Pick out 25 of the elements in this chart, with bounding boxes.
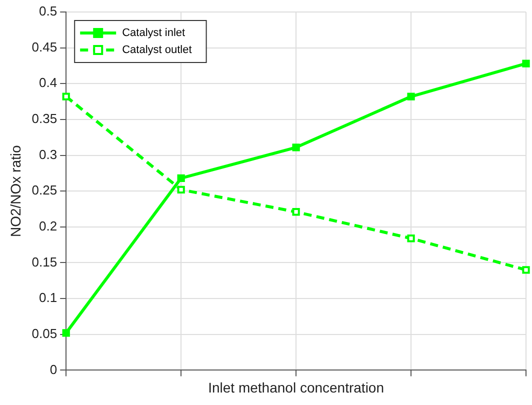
y-axis-title: NO2/NOx ratio bbox=[7, 144, 24, 238]
point bbox=[177, 186, 185, 194]
legend-label: Catalyst inlet bbox=[122, 27, 186, 40]
legend-label: Catalyst outlet bbox=[122, 44, 192, 56]
point bbox=[177, 174, 185, 182]
x-axis-title: Inlet methanol concentration bbox=[208, 379, 384, 396]
y-tick-label: 0.35 bbox=[32, 111, 58, 126]
y-tick-label: 0.4 bbox=[39, 75, 58, 90]
y-tick-label: 0.45 bbox=[32, 39, 58, 54]
y-tick-label: 0.25 bbox=[32, 182, 58, 198]
y-tick-label: 0.3 bbox=[39, 146, 58, 162]
y-tick-label: 0.1 bbox=[39, 290, 58, 306]
y-tick-label: 0 bbox=[50, 362, 58, 377]
point bbox=[522, 266, 530, 274]
point bbox=[522, 60, 530, 68]
point bbox=[407, 234, 415, 242]
y-tick-label: 0.05 bbox=[32, 326, 58, 341]
point bbox=[407, 92, 415, 100]
point bbox=[292, 208, 300, 216]
point bbox=[62, 92, 70, 100]
y-tick-label: 0.15 bbox=[32, 254, 58, 270]
y-tick-label: 0.2 bbox=[39, 218, 58, 234]
point bbox=[292, 144, 300, 152]
point bbox=[62, 329, 70, 337]
y-tick-label: 0.5 bbox=[39, 4, 58, 19]
